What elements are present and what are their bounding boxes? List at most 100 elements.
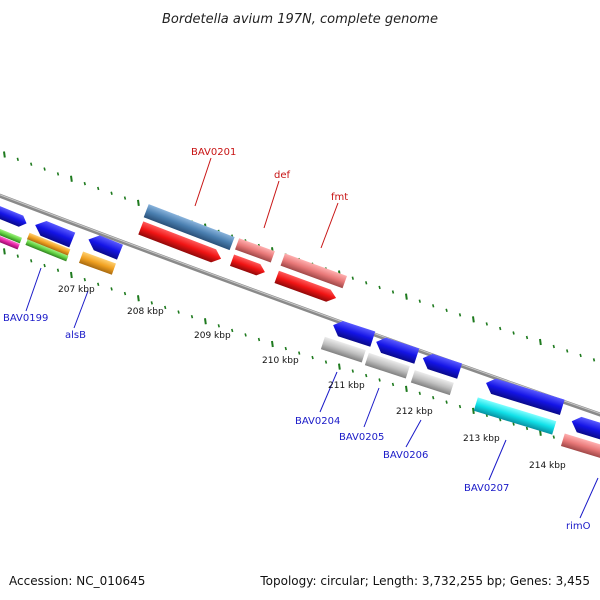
kbp-label: 214 kbp	[529, 461, 566, 471]
outer-tick	[525, 335, 529, 340]
outer-tick	[566, 349, 569, 353]
inner-tick	[324, 360, 328, 364]
gene-bav0198-bar[interactable]	[0, 196, 29, 229]
gene-label-fmt[interactable]: fmt	[331, 192, 348, 203]
leader-line	[579, 477, 599, 519]
kbp-label: 207 kbp	[58, 285, 95, 295]
gene-bav0202-bar[interactable]	[138, 221, 223, 265]
inner-tick	[365, 373, 368, 378]
accession-text: Accession: NC_010645	[9, 574, 146, 588]
leader-lines	[25, 157, 599, 519]
outer-tick	[83, 181, 86, 186]
gene-label-bav0207[interactable]: BAV0207	[464, 483, 509, 494]
gene-bav0207-upper-bar[interactable]	[483, 376, 565, 415]
gene-rimo-upper-bar[interactable]	[569, 415, 600, 444]
outer-tick	[432, 304, 435, 308]
outer-tick	[70, 175, 73, 182]
outer-tick	[97, 186, 100, 191]
genome-backbone-highlight	[0, 194, 600, 415]
inner-tick	[83, 277, 86, 282]
outer-tick	[137, 199, 140, 206]
gene-bav0199-bar[interactable]	[32, 218, 76, 248]
gene-bav0204-lower-bar[interactable]	[320, 336, 366, 363]
outer-tick	[512, 331, 515, 335]
outer-tick	[56, 172, 60, 176]
inner-tick	[3, 248, 6, 255]
gene-orange-left-bar[interactable]	[26, 232, 71, 256]
gene-alsb-upper-bar[interactable]	[85, 232, 123, 260]
outer-tick	[351, 276, 354, 280]
inner-tick	[110, 287, 113, 291]
inner-tick	[472, 407, 475, 415]
gene-fmt-lower-bar[interactable]	[274, 270, 338, 305]
gene-bav0206-upper-bar[interactable]	[420, 351, 463, 379]
outer-tick	[592, 358, 596, 362]
gene-label-bav0201[interactable]: BAV0201	[191, 147, 236, 158]
inner-tick	[418, 391, 421, 396]
gene-def-bar[interactable]	[235, 238, 275, 263]
gene-label-alsb[interactable]: alsB	[65, 330, 86, 341]
inner-tick	[298, 351, 301, 355]
inner-tick	[525, 426, 529, 431]
inner-tick	[391, 382, 395, 387]
leader-line	[320, 202, 339, 249]
inner-tick	[30, 259, 33, 263]
leader-line	[73, 290, 89, 329]
topology-text: Topology: circular; Length: 3,732,255 bp…	[260, 574, 590, 588]
gene-green-left-bar[interactable]	[0, 222, 23, 244]
inner-tick	[56, 268, 60, 272]
leader-line	[363, 387, 380, 428]
inner-tick	[405, 385, 408, 393]
inner-tick	[150, 301, 153, 305]
gene-green-mid-bar[interactable]	[25, 239, 69, 262]
gene-label-bav0205[interactable]: BAV0205	[339, 432, 384, 443]
gene-rimo-bar[interactable]	[560, 433, 600, 460]
outer-tick	[539, 338, 542, 346]
outer-tick	[43, 167, 46, 171]
kbp-label: 210 kbp	[262, 356, 299, 366]
inner-tick	[70, 271, 73, 279]
inner-tick	[16, 254, 19, 258]
gene-bav0206-bar[interactable]	[410, 370, 454, 396]
inner-tick	[257, 337, 261, 342]
leader-line	[405, 419, 422, 448]
inner-tick	[204, 318, 207, 325]
gene-magenta-left-bar[interactable]	[0, 228, 20, 250]
leader-line	[194, 157, 212, 207]
inner-tick	[123, 291, 127, 296]
inner-tick	[351, 369, 354, 373]
outer-tick	[391, 290, 395, 294]
leader-line	[263, 180, 280, 229]
gene-bav0205-upper-bar[interactable]	[373, 335, 420, 364]
gene-label-bav0204[interactable]: BAV0204	[295, 416, 340, 427]
gene-fmt-bar[interactable]	[280, 253, 348, 289]
inner-tick	[552, 435, 555, 439]
outer-tick	[552, 344, 555, 349]
inner-tick	[271, 340, 274, 348]
inner-tick	[512, 422, 515, 426]
outer-tick	[123, 196, 127, 200]
gene-label-bav0199[interactable]: BAV0199	[3, 313, 48, 324]
gene-bav0201-bar[interactable]	[143, 204, 235, 251]
gene-bav0207-bar[interactable]	[473, 397, 557, 435]
inner-tick	[164, 305, 167, 310]
outer-tick	[485, 322, 488, 326]
gene-alsb-bar[interactable]	[78, 251, 116, 275]
gene-bav0204-bar[interactable]	[330, 319, 376, 347]
inner-tick	[217, 324, 220, 328]
outer-tick	[16, 157, 19, 162]
gene-label-bav0206[interactable]: BAV0206	[383, 450, 428, 461]
outer-tick	[30, 162, 33, 166]
outer-tick	[405, 293, 408, 300]
gene-label-def[interactable]: def	[274, 170, 291, 181]
gene-def-lower-bar[interactable]	[229, 254, 267, 278]
kbp-label: 208 kbp	[127, 307, 164, 317]
kbp-label: 213 kbp	[463, 434, 500, 444]
leader-line	[319, 371, 338, 413]
outer-tick	[579, 353, 582, 358]
kbp-label: 211 kbp	[328, 381, 365, 391]
outer-tick	[458, 313, 462, 317]
gene-bav0205-bar[interactable]	[364, 352, 410, 379]
gene-label-rimo[interactable]: rimO	[566, 521, 591, 532]
